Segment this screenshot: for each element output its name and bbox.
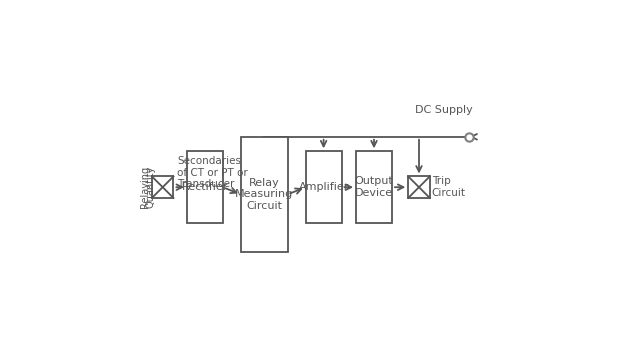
- Text: Quantity: Quantity: [145, 166, 155, 208]
- Text: DC Supply: DC Supply: [415, 105, 473, 115]
- Text: Output
Device: Output Device: [355, 176, 394, 198]
- Bar: [356, 151, 392, 223]
- Text: Relay
Measuring
Circuit: Relay Measuring Circuit: [235, 178, 293, 211]
- Bar: [187, 151, 223, 223]
- Text: Rectifier: Rectifier: [182, 182, 228, 192]
- Bar: [306, 151, 342, 223]
- Text: Secondaries
of CT or PT or
Transducer: Secondaries of CT or PT or Transducer: [177, 156, 248, 189]
- Text: Relaying: Relaying: [140, 166, 150, 208]
- Bar: [241, 137, 287, 252]
- Text: Amplifier: Amplifier: [298, 182, 349, 192]
- Bar: [408, 176, 430, 198]
- Bar: [152, 176, 173, 198]
- Text: Trip
Circuit: Trip Circuit: [431, 176, 466, 198]
